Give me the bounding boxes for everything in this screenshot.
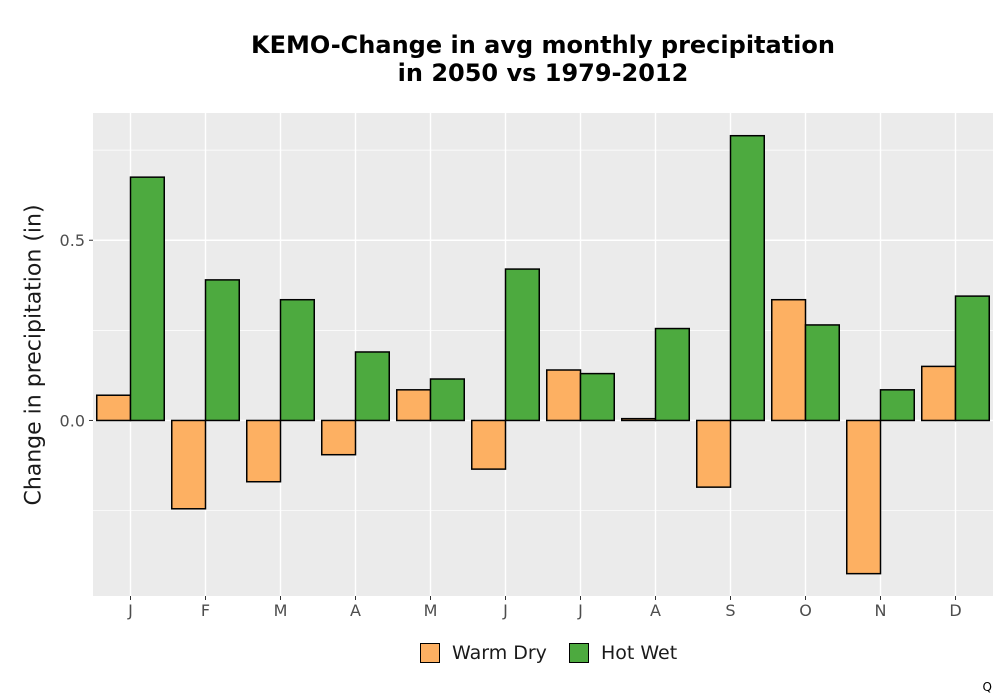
bar-warm-dry [621, 417, 657, 422]
bar-warm-dry [546, 369, 582, 422]
bar-warm-dry [771, 298, 807, 422]
bar-hot-wet [504, 268, 540, 422]
x-tick-label: J [127, 601, 133, 620]
x-tick-label: A [650, 601, 661, 620]
x-tick-label: A [350, 601, 361, 620]
chart-subtitle: in 2050 vs 1979-2012 [397, 59, 689, 87]
x-tick-label: J [502, 601, 508, 620]
bar-hot-wet [429, 378, 465, 422]
bar-hot-wet [654, 327, 690, 422]
y-tick-label: 0.5 [60, 231, 85, 250]
legend-label-warm-dry: Warm Dry [452, 642, 547, 664]
x-tick-label: M [424, 601, 438, 620]
bar-warm-dry [96, 394, 132, 422]
x-tick-label: O [799, 601, 812, 620]
bar-warm-dry [921, 365, 957, 422]
bar-hot-wet [879, 389, 915, 422]
x-tick-label: J [577, 601, 583, 620]
plot-panel [93, 113, 993, 596]
y-axis-label: Change in precipitation (in) [21, 204, 47, 506]
bar-hot-wet [204, 279, 240, 422]
bar-warm-dry [846, 419, 882, 575]
bar-warm-dry [171, 419, 207, 510]
corner-mark: Q [982, 680, 992, 694]
bar-warm-dry [246, 419, 282, 483]
bar-warm-dry [321, 419, 357, 456]
y-tick-label: 0.0 [60, 411, 85, 430]
bar-hot-wet [279, 298, 315, 422]
bar-hot-wet [954, 295, 990, 422]
x-tick-label: N [875, 601, 887, 620]
bar-hot-wet [804, 324, 840, 422]
x-tick-label: S [725, 601, 735, 620]
bar-hot-wet [579, 372, 615, 422]
chart-title: KEMO-Change in avg monthly precipitation [251, 31, 835, 59]
bar-hot-wet [729, 134, 765, 422]
bar-hot-wet [129, 176, 165, 422]
legend-swatch-hot-wet [568, 643, 589, 663]
legend-item-warm-dry: Warm Dry [420, 642, 547, 664]
bar-warm-dry [696, 419, 732, 488]
legend-item-hot-wet: Hot Wet [568, 642, 678, 664]
legend-label-hot-wet: Hot Wet [600, 642, 678, 664]
legend: Warm Dry Hot Wet [420, 642, 699, 664]
x-tick-label: M [274, 601, 288, 620]
bar-warm-dry [471, 419, 507, 470]
x-tick-label: D [949, 601, 961, 620]
legend-swatch-warm-dry [420, 643, 440, 663]
bar-hot-wet [354, 351, 390, 422]
x-tick-label: F [201, 601, 210, 620]
bar-warm-dry [396, 389, 432, 422]
